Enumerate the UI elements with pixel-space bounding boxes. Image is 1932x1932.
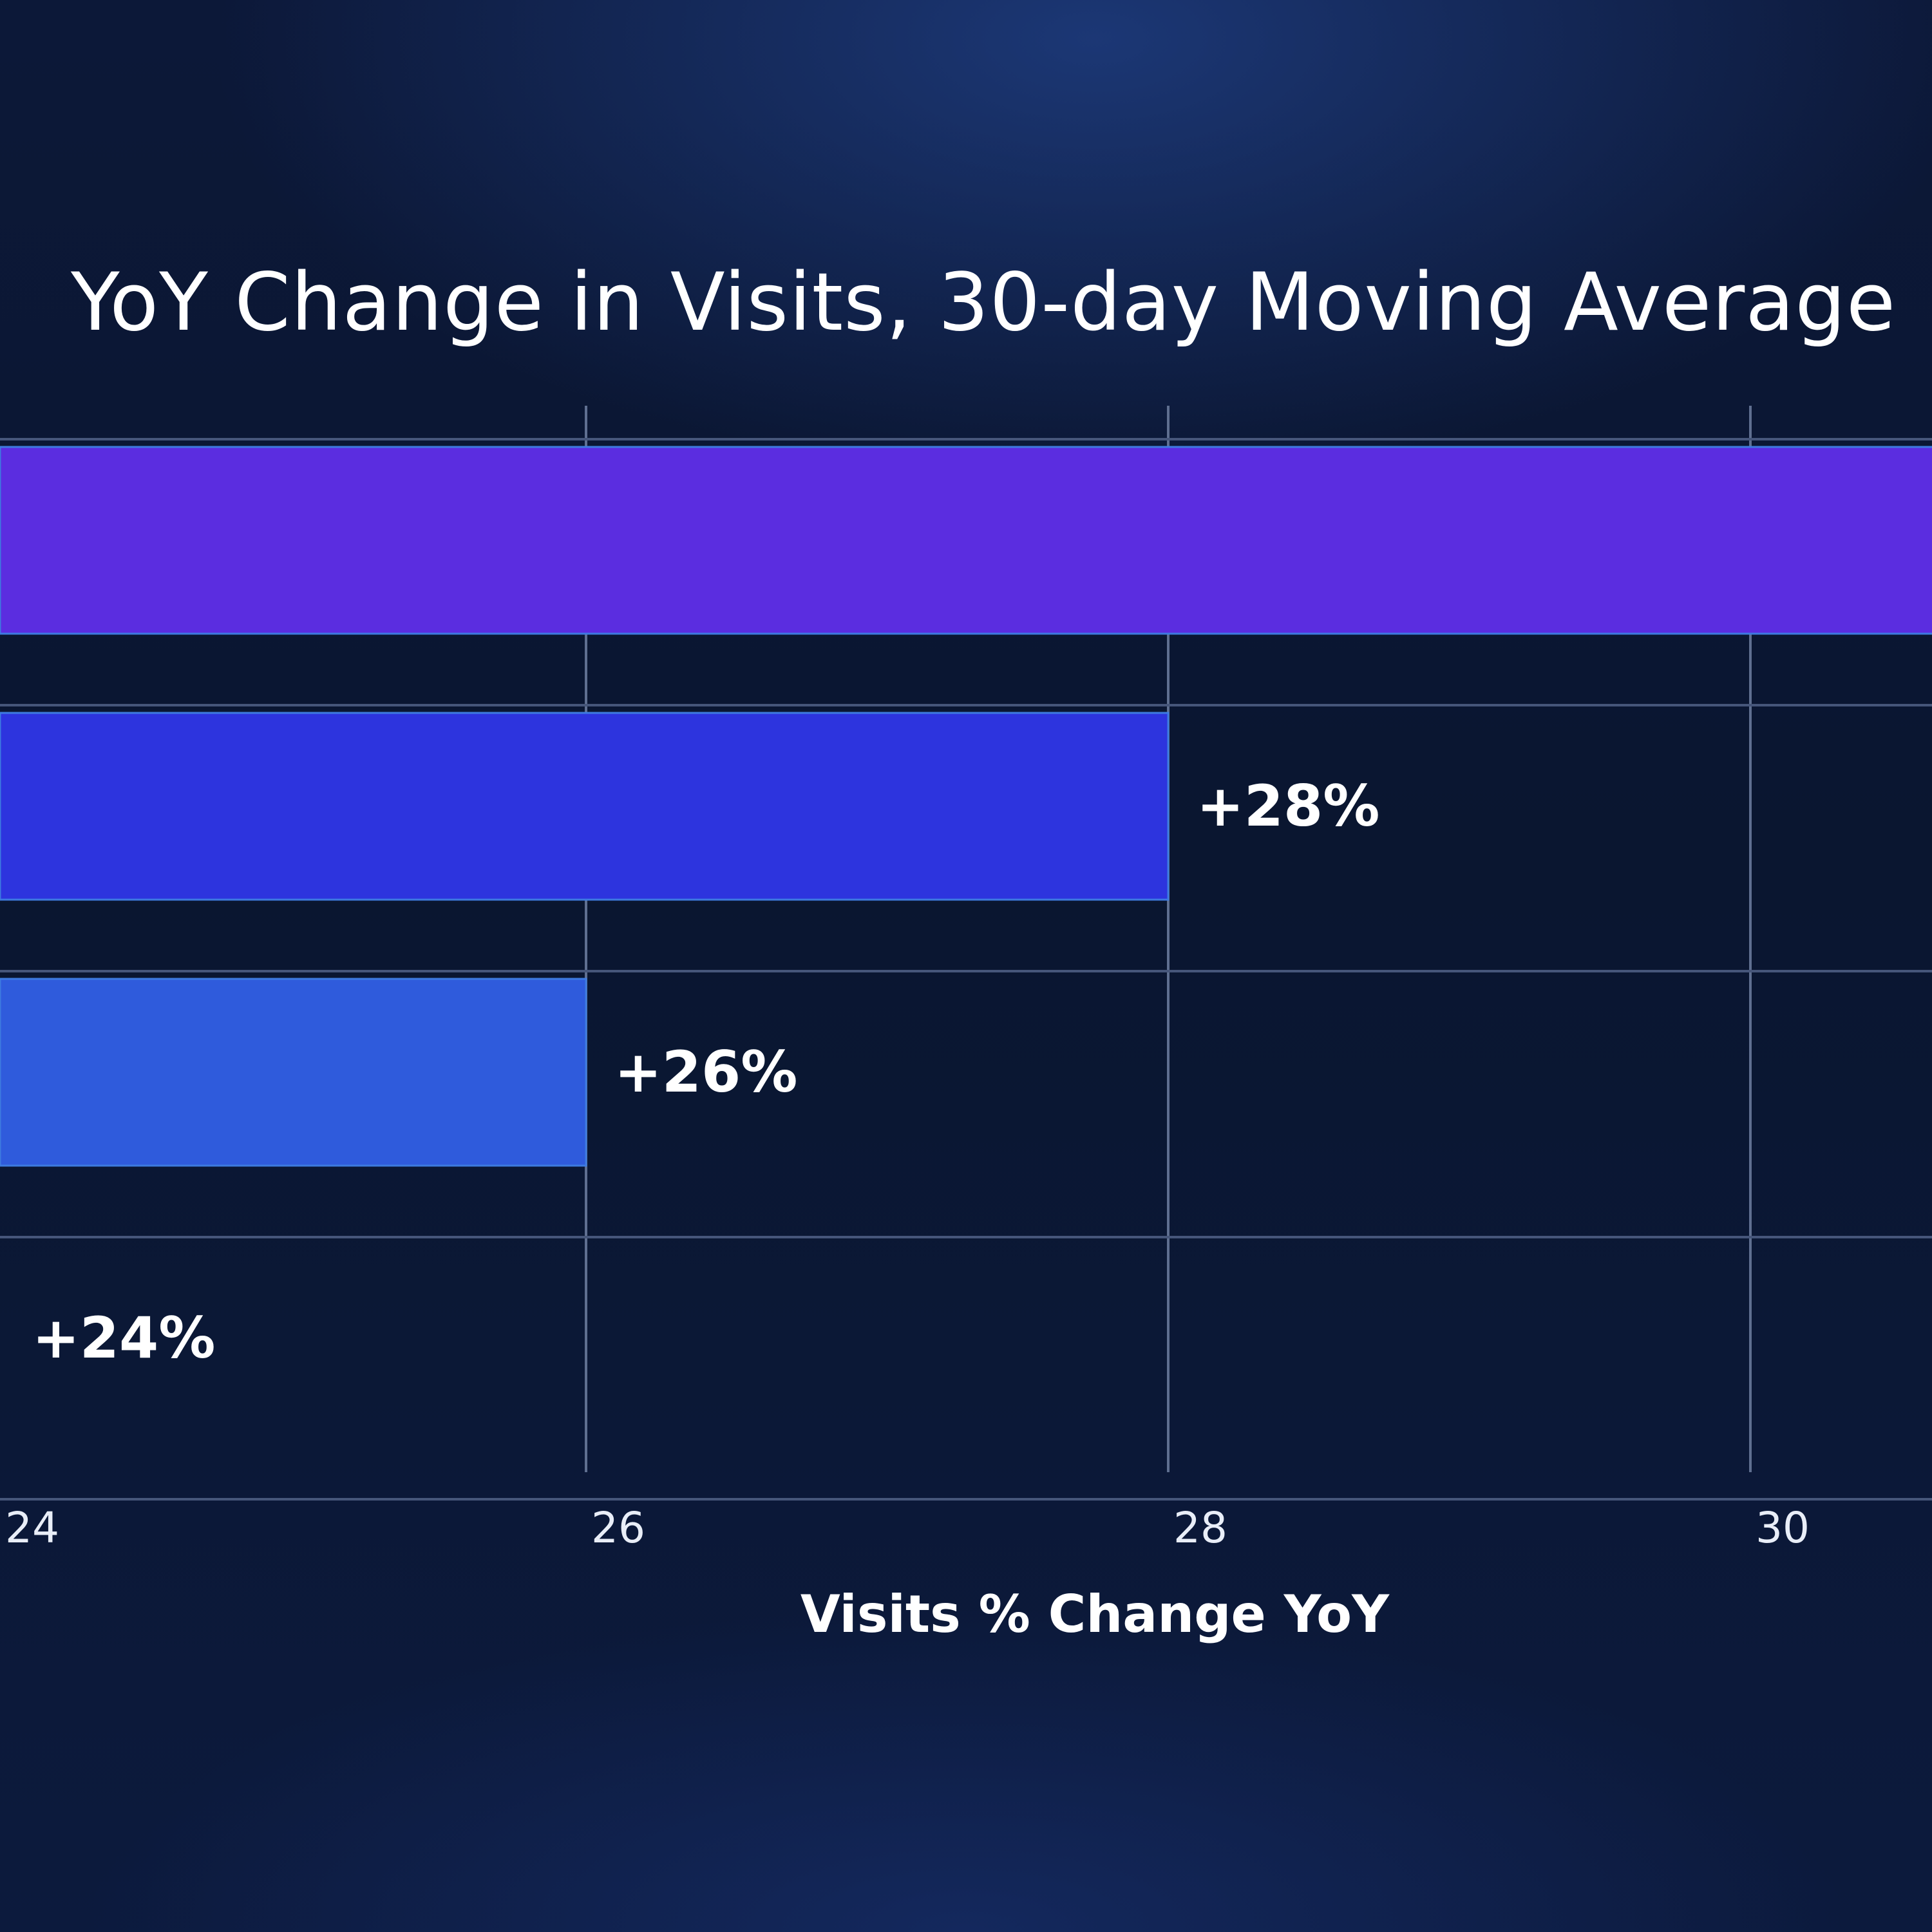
x-axis-ticks: 24 26 28 30: [5, 1503, 1810, 1553]
bar-0: [0, 446, 1932, 635]
x-axis-label: Visits % Change YoY: [800, 1584, 1390, 1644]
data-label-2: +26%: [614, 1039, 797, 1105]
bar-2: [0, 978, 587, 1167]
chart-title: YoY Change in Visits, 30-day Moving Aver…: [70, 256, 1896, 349]
x-tick-label-0: 24: [5, 1503, 59, 1553]
x-tick-label-1: 26: [591, 1503, 645, 1553]
data-label-1: +28%: [1197, 773, 1379, 839]
x-tick-label-2: 28: [1173, 1503, 1227, 1553]
bar-1: [0, 712, 1170, 901]
bars: [0, 446, 1932, 1167]
data-label-3: +24%: [32, 1305, 215, 1371]
x-tick-label-3: 30: [1756, 1503, 1810, 1553]
data-labels: +28% +26% +24%: [32, 773, 1379, 1371]
